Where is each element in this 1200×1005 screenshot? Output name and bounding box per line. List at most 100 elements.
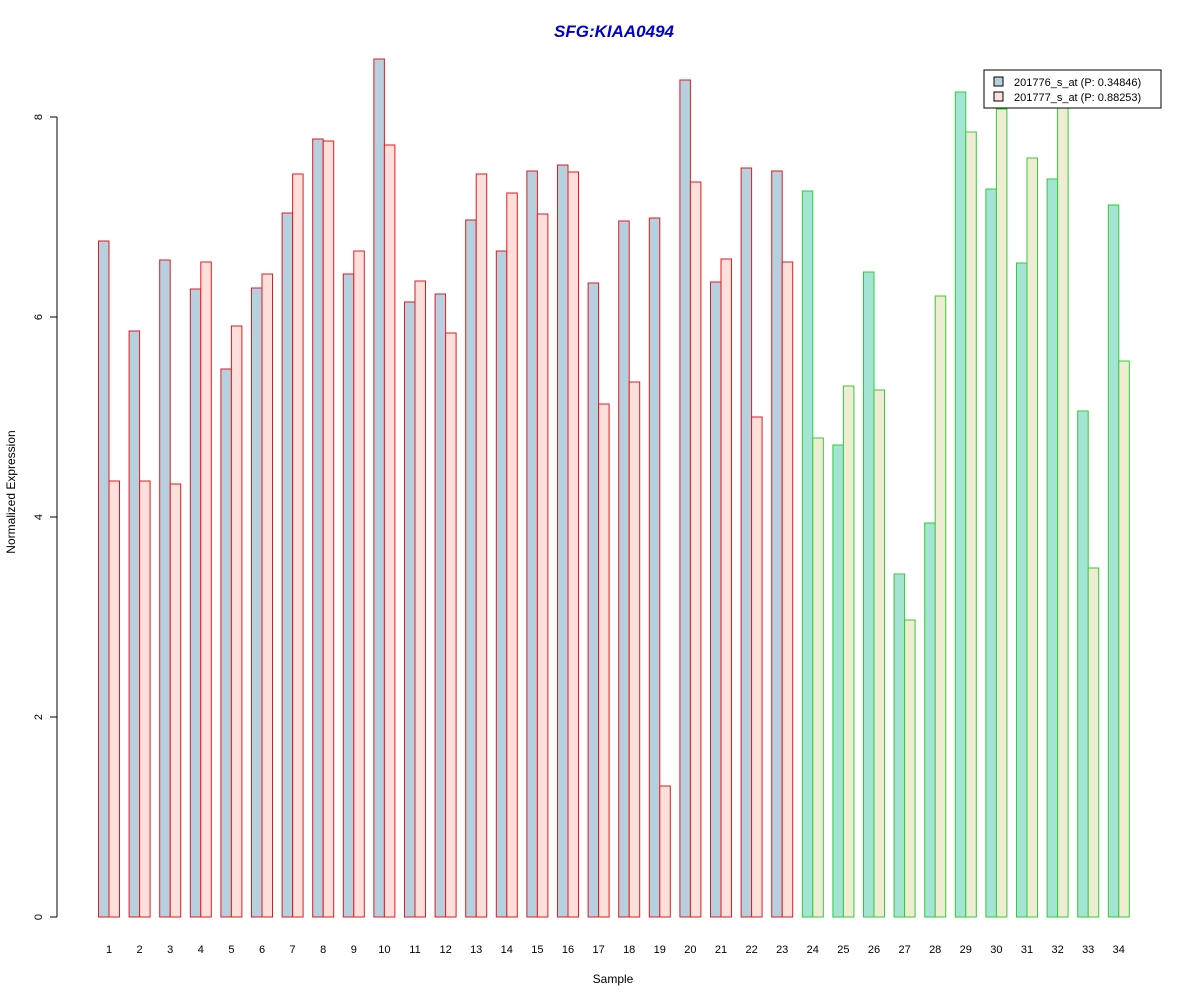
y-tick-label-1: 2 — [33, 714, 45, 720]
bar-series2-sample-25 — [842, 385, 855, 918]
legend-label-series1: 201776_s_at (P: 0.34846) — [1014, 77, 1141, 89]
bar-series2-sample-8 — [322, 140, 335, 918]
bar-series2-sample-12 — [445, 332, 457, 918]
bar-series2-sample-22 — [751, 416, 763, 918]
bar-series2-sample-21 — [720, 258, 732, 918]
bar-series2-sample-11 — [414, 280, 426, 918]
bar-series1-sample-1 — [98, 240, 110, 918]
bar-series1-sample-23 — [771, 170, 783, 918]
bar-series2-sample-5 — [230, 325, 243, 918]
bar-series2-sample-19 — [659, 785, 671, 918]
x-tick-label-19: 19 — [654, 944, 666, 956]
legend-box — [983, 69, 1162, 109]
bar-series1-sample-4 — [189, 288, 202, 918]
bar-series1-sample-16 — [557, 164, 569, 918]
x-tick-label-26: 26 — [868, 944, 880, 956]
x-tick-label-6: 6 — [259, 944, 265, 956]
x-tick-label-15: 15 — [531, 944, 543, 956]
bar-series2-sample-7 — [292, 173, 304, 918]
bar-series1-sample-2 — [128, 330, 141, 918]
bar-series1-sample-22 — [740, 167, 753, 918]
bar-series2-sample-15 — [536, 213, 549, 918]
x-tick-label-13: 13 — [470, 944, 482, 956]
bar-series1-sample-20 — [679, 79, 691, 918]
bar-series2-sample-1 — [108, 480, 120, 918]
x-tick-label-25: 25 — [837, 944, 849, 956]
x-tick-label-21: 21 — [715, 944, 727, 956]
bar-series1-sample-12 — [434, 293, 447, 918]
x-tick-label-29: 29 — [960, 944, 972, 956]
chart-title: SFG:KIAA0494 — [554, 22, 675, 41]
bar-series2-sample-24 — [812, 437, 824, 918]
bar-series2-sample-28 — [934, 295, 947, 918]
x-tick-label-33: 33 — [1082, 944, 1094, 956]
x-tick-label-27: 27 — [898, 944, 910, 956]
bar-series1-sample-9 — [342, 273, 355, 918]
bar-series2-sample-3 — [169, 483, 182, 918]
bar-series1-sample-14 — [495, 250, 508, 918]
x-tick-label-34: 34 — [1113, 944, 1125, 956]
bar-series1-sample-3 — [159, 259, 171, 918]
x-tick-label-2: 2 — [137, 944, 143, 956]
y-tick-label-0: 0 — [33, 914, 45, 920]
bar-series2-sample-4 — [200, 261, 212, 918]
y-tick-label-4: 8 — [33, 114, 45, 120]
bar-series1-sample-5 — [220, 368, 232, 918]
bar-series1-sample-27 — [893, 573, 906, 918]
bar-series1-sample-28 — [924, 522, 936, 918]
x-tick-label-5: 5 — [228, 944, 234, 956]
bar-series1-sample-32 — [1046, 178, 1059, 918]
bar-series2-sample-20 — [689, 181, 702, 918]
bar-series2-sample-6 — [261, 273, 273, 918]
bar-series1-sample-18 — [618, 220, 630, 918]
bar-series2-sample-33 — [1087, 567, 1100, 918]
x-tick-label-4: 4 — [198, 944, 204, 956]
x-tick-label-16: 16 — [562, 944, 574, 956]
x-tick-label-10: 10 — [378, 944, 390, 956]
bar-series1-sample-33 — [1077, 410, 1089, 918]
x-tick-label-11: 11 — [409, 944, 420, 956]
bar-series1-sample-13 — [465, 219, 477, 918]
x-tick-label-8: 8 — [320, 944, 326, 956]
bar-series2-sample-26 — [873, 389, 885, 918]
bar-series2-sample-17 — [598, 403, 610, 918]
x-tick-label-24: 24 — [807, 944, 819, 956]
bar-series1-sample-29 — [954, 91, 967, 918]
legend-swatch-series1 — [993, 76, 1004, 87]
y-tick-label-3: 6 — [33, 314, 45, 320]
x-tick-label-1: 1 — [106, 944, 112, 956]
x-tick-label-30: 30 — [990, 944, 1002, 956]
bar-series2-sample-2 — [139, 480, 151, 918]
x-tick-label-9: 9 — [351, 944, 357, 956]
bar-series1-sample-34 — [1107, 204, 1120, 918]
bar-series1-sample-7 — [281, 212, 294, 918]
x-tick-label-20: 20 — [684, 944, 696, 956]
bar-series1-sample-10 — [373, 58, 385, 918]
x-axis-title: Sample — [593, 972, 634, 986]
bar-series1-sample-21 — [710, 281, 722, 918]
bar-series1-sample-19 — [648, 217, 661, 918]
bar-series1-sample-30 — [985, 188, 997, 918]
bar-series1-sample-24 — [801, 190, 814, 918]
x-tick-label-12: 12 — [439, 944, 451, 956]
bar-series2-sample-14 — [506, 192, 518, 918]
x-tick-label-22: 22 — [745, 944, 757, 956]
bar-series1-sample-31 — [1016, 262, 1028, 918]
legend-label-series2: 201777_s_at (P: 0.88253) — [1014, 92, 1141, 104]
bar-series2-sample-30 — [995, 108, 1008, 918]
bar-series2-sample-16 — [567, 171, 579, 918]
y-axis-title: Normalized Expression — [4, 430, 18, 553]
x-tick-label-7: 7 — [290, 944, 296, 956]
bar-series2-sample-31 — [1026, 157, 1038, 918]
x-tick-label-31: 31 — [1021, 944, 1033, 956]
bar-series1-sample-25 — [832, 444, 844, 918]
legend-swatch-series2 — [993, 91, 1004, 102]
x-tick-label-18: 18 — [623, 944, 635, 956]
bar-series2-sample-10 — [383, 144, 396, 918]
y-tick-label-2: 4 — [33, 514, 45, 520]
bar-series1-sample-26 — [863, 271, 875, 918]
bar-series2-sample-18 — [628, 381, 641, 918]
x-tick-label-14: 14 — [501, 944, 513, 956]
